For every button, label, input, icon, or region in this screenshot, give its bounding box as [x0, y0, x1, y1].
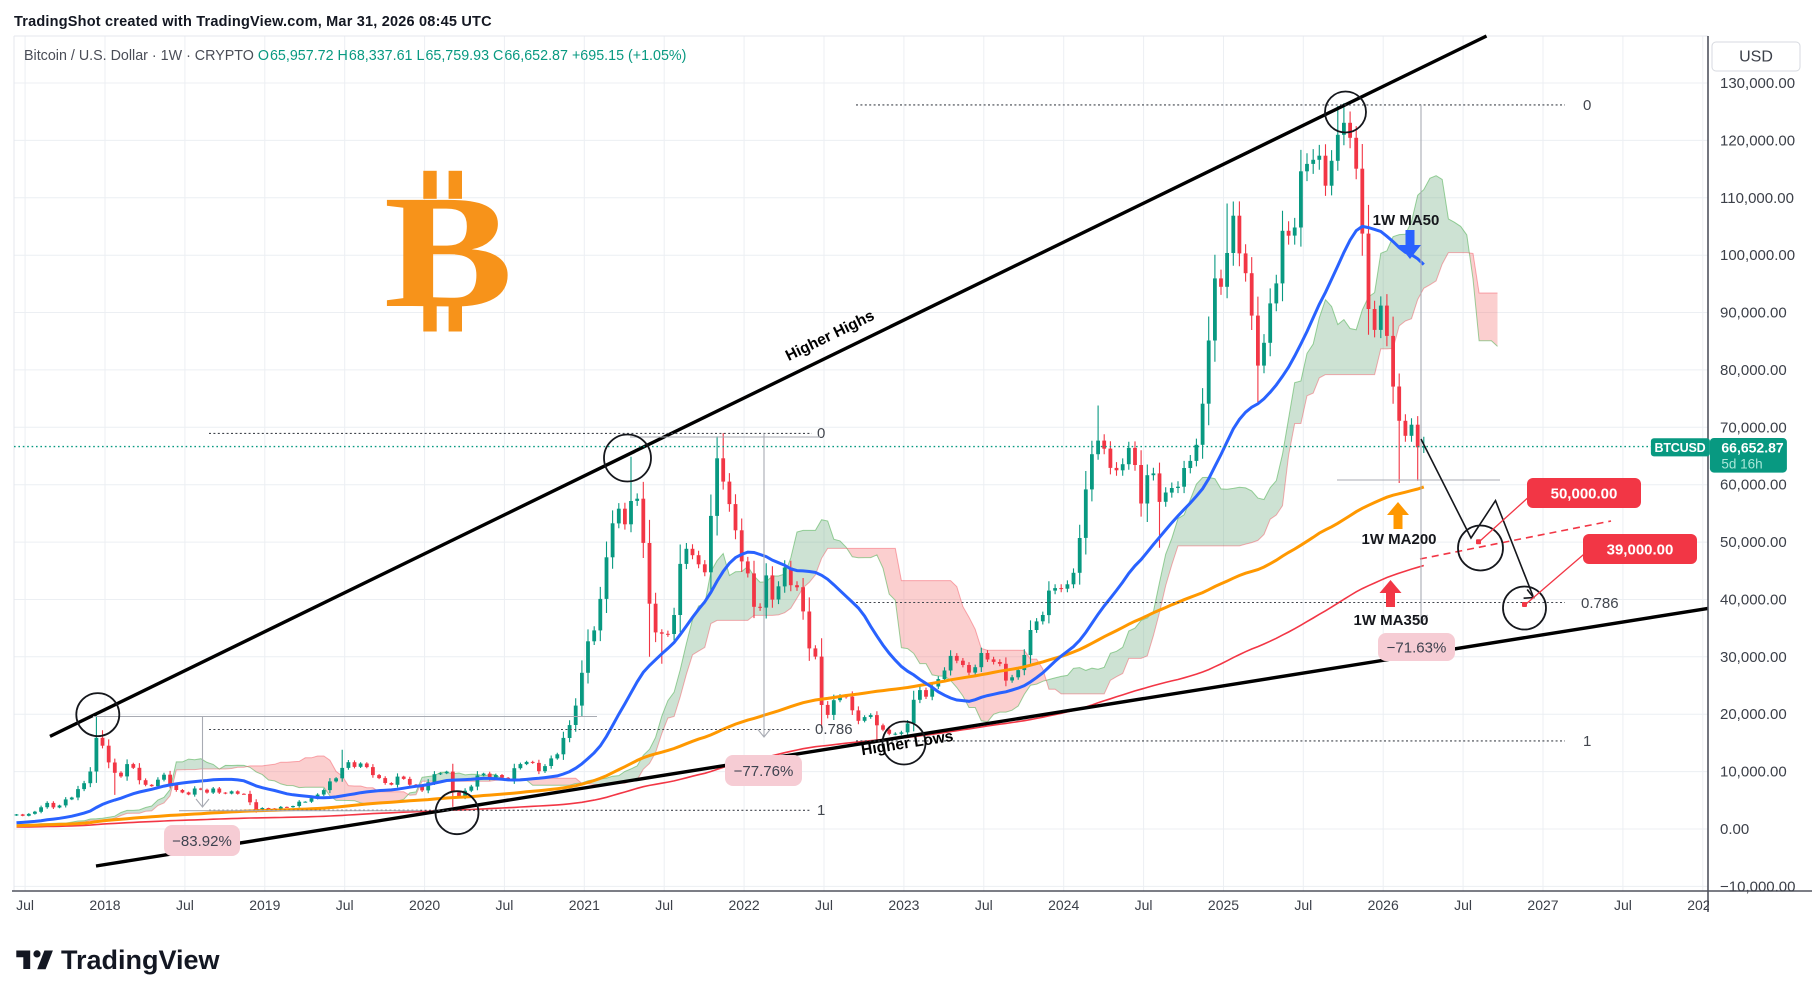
svg-text:TradingView: TradingView	[61, 945, 221, 975]
svg-text:50,000.00: 50,000.00	[1551, 486, 1618, 503]
svg-text:2024: 2024	[1048, 897, 1079, 913]
svg-text:70,000.00: 70,000.00	[1720, 419, 1787, 436]
svg-text:Bitcoin / U.S. Dollar · 1W · C: Bitcoin / U.S. Dollar · 1W · CRYPTO O65,…	[24, 48, 686, 64]
svg-text:0.786: 0.786	[1581, 595, 1619, 612]
svg-text:USD: USD	[1739, 49, 1773, 66]
svg-text:0.00: 0.00	[1720, 821, 1749, 838]
svg-text:−10,000.00: −10,000.00	[1720, 878, 1796, 895]
svg-text:2026: 2026	[1368, 897, 1399, 913]
svg-text:−71.63%: −71.63%	[1387, 640, 1447, 657]
svg-text:Jul: Jul	[655, 897, 673, 913]
svg-text:10,000.00: 10,000.00	[1720, 764, 1787, 781]
svg-text:1W MA350: 1W MA350	[1353, 612, 1428, 629]
svg-text:Jul: Jul	[1135, 897, 1153, 913]
svg-text:2020: 2020	[409, 897, 440, 913]
svg-text:2018: 2018	[89, 897, 120, 913]
svg-text:0: 0	[1583, 97, 1591, 114]
svg-text:130,000.00: 130,000.00	[1720, 75, 1795, 92]
svg-text:2019: 2019	[249, 897, 280, 913]
svg-text:Jul: Jul	[975, 897, 993, 913]
svg-text:80,000.00: 80,000.00	[1720, 362, 1787, 379]
svg-text:40,000.00: 40,000.00	[1720, 592, 1787, 609]
svg-text:Jul: Jul	[815, 897, 833, 913]
svg-text:120,000.00: 120,000.00	[1720, 132, 1795, 149]
svg-text:2023: 2023	[888, 897, 919, 913]
svg-text:0.786: 0.786	[815, 721, 853, 738]
svg-text:110,000.00: 110,000.00	[1720, 190, 1794, 207]
svg-text:1W MA200: 1W MA200	[1361, 531, 1436, 548]
svg-text:66,652.87: 66,652.87	[1721, 440, 1783, 456]
svg-text:−77.76%: −77.76%	[734, 763, 794, 780]
svg-text:1W MA50: 1W MA50	[1373, 212, 1440, 229]
svg-text:BTCUSD: BTCUSD	[1655, 441, 1706, 455]
svg-text:50,000.00: 50,000.00	[1720, 534, 1787, 551]
svg-text:30,000.00: 30,000.00	[1720, 649, 1787, 666]
svg-text:39,000.00: 39,000.00	[1607, 542, 1674, 559]
svg-text:1: 1	[1583, 733, 1591, 750]
svg-text:Jul: Jul	[1614, 897, 1632, 913]
svg-text:60,000.00: 60,000.00	[1720, 477, 1787, 494]
svg-text:Jul: Jul	[176, 897, 194, 913]
svg-text:90,000.00: 90,000.00	[1720, 305, 1787, 322]
svg-text:TradingShot created with Tradi: TradingShot created with TradingView.com…	[14, 14, 492, 30]
svg-text:Jul: Jul	[336, 897, 354, 913]
svg-text:0: 0	[817, 425, 825, 442]
svg-text:B: B	[384, 162, 513, 342]
svg-text:2028: 2028	[1687, 897, 1718, 913]
svg-text:2021: 2021	[569, 897, 600, 913]
svg-text:Jul: Jul	[495, 897, 513, 913]
svg-text:100,000.00: 100,000.00	[1720, 247, 1795, 264]
svg-text:2027: 2027	[1527, 897, 1558, 913]
svg-text:Jul: Jul	[1454, 897, 1472, 913]
svg-text:Jul: Jul	[16, 897, 34, 913]
svg-text:−83.92%: −83.92%	[172, 833, 232, 850]
svg-text:2025: 2025	[1208, 897, 1239, 913]
svg-text:Jul: Jul	[1294, 897, 1312, 913]
svg-text:1: 1	[817, 802, 825, 819]
svg-text:5d 16h: 5d 16h	[1721, 457, 1762, 472]
svg-text:2022: 2022	[729, 897, 760, 913]
svg-text:20,000.00: 20,000.00	[1720, 706, 1787, 723]
